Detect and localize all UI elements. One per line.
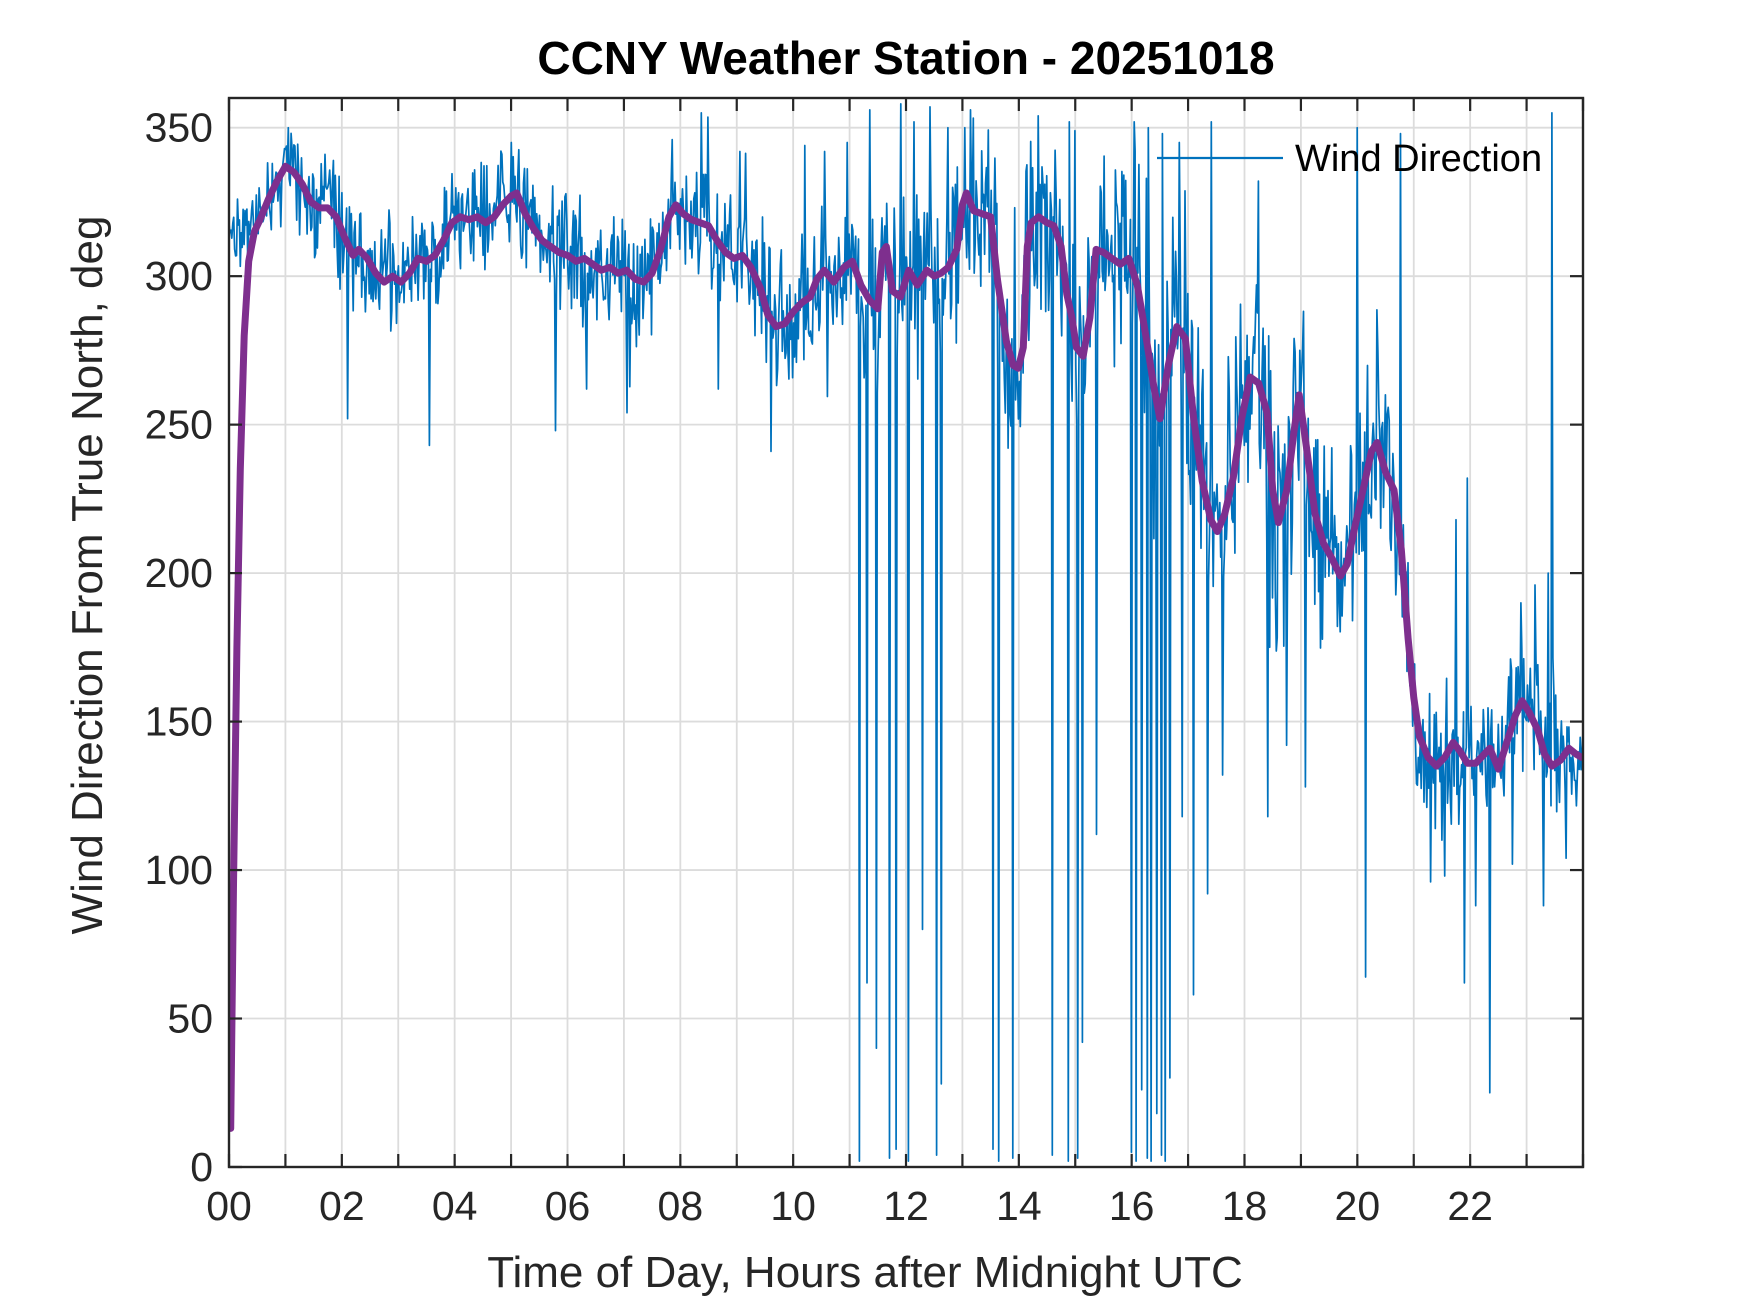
axes-box bbox=[227, 96, 1585, 1169]
y-tick-label: 250 bbox=[145, 402, 213, 448]
raw-wind-direction-line bbox=[229, 103, 1583, 1162]
series-layer bbox=[229, 103, 1583, 1162]
x-tick-label: 12 bbox=[883, 1183, 929, 1229]
y-axis-label: Wind Direction From True North, deg bbox=[63, 216, 112, 935]
y-tick-label: 150 bbox=[145, 699, 213, 745]
x-axis-label: Time of Day, Hours after Midnight UTC bbox=[487, 1248, 1243, 1297]
legend-label: Wind Direction bbox=[1295, 138, 1542, 180]
tick-label-layer: 00 02 04 06 08 10 12 14 16 18 20 22 0 50 100 150 200 250 3… bbox=[145, 105, 1493, 1229]
x-tick-label: 20 bbox=[1335, 1183, 1381, 1229]
x-tick-label: 18 bbox=[1222, 1183, 1268, 1229]
y-tick-label: 300 bbox=[145, 253, 213, 299]
y-tick-label: 0 bbox=[190, 1144, 213, 1190]
x-tick-label: 22 bbox=[1447, 1183, 1493, 1229]
x-tick-label: 04 bbox=[432, 1183, 478, 1229]
x-tick-label: 10 bbox=[770, 1183, 816, 1229]
x-tick-label: 06 bbox=[545, 1183, 591, 1229]
legend: Wind Direction bbox=[1157, 138, 1542, 180]
x-tick-label: 16 bbox=[1109, 1183, 1155, 1229]
smoothed-wind-direction-line bbox=[229, 162, 1583, 1132]
x-tick-label: 08 bbox=[658, 1183, 704, 1229]
y-tick-label: 200 bbox=[145, 550, 213, 596]
y-tick-label: 100 bbox=[145, 847, 213, 893]
chart-title: CCNY Weather Station - 20251018 bbox=[537, 32, 1274, 84]
y-tick-label: 50 bbox=[167, 996, 213, 1042]
y-tick-label: 350 bbox=[145, 105, 213, 151]
x-tick-label: 14 bbox=[996, 1183, 1042, 1229]
x-tick-label: 00 bbox=[206, 1183, 252, 1229]
x-tick-label: 02 bbox=[319, 1183, 365, 1229]
